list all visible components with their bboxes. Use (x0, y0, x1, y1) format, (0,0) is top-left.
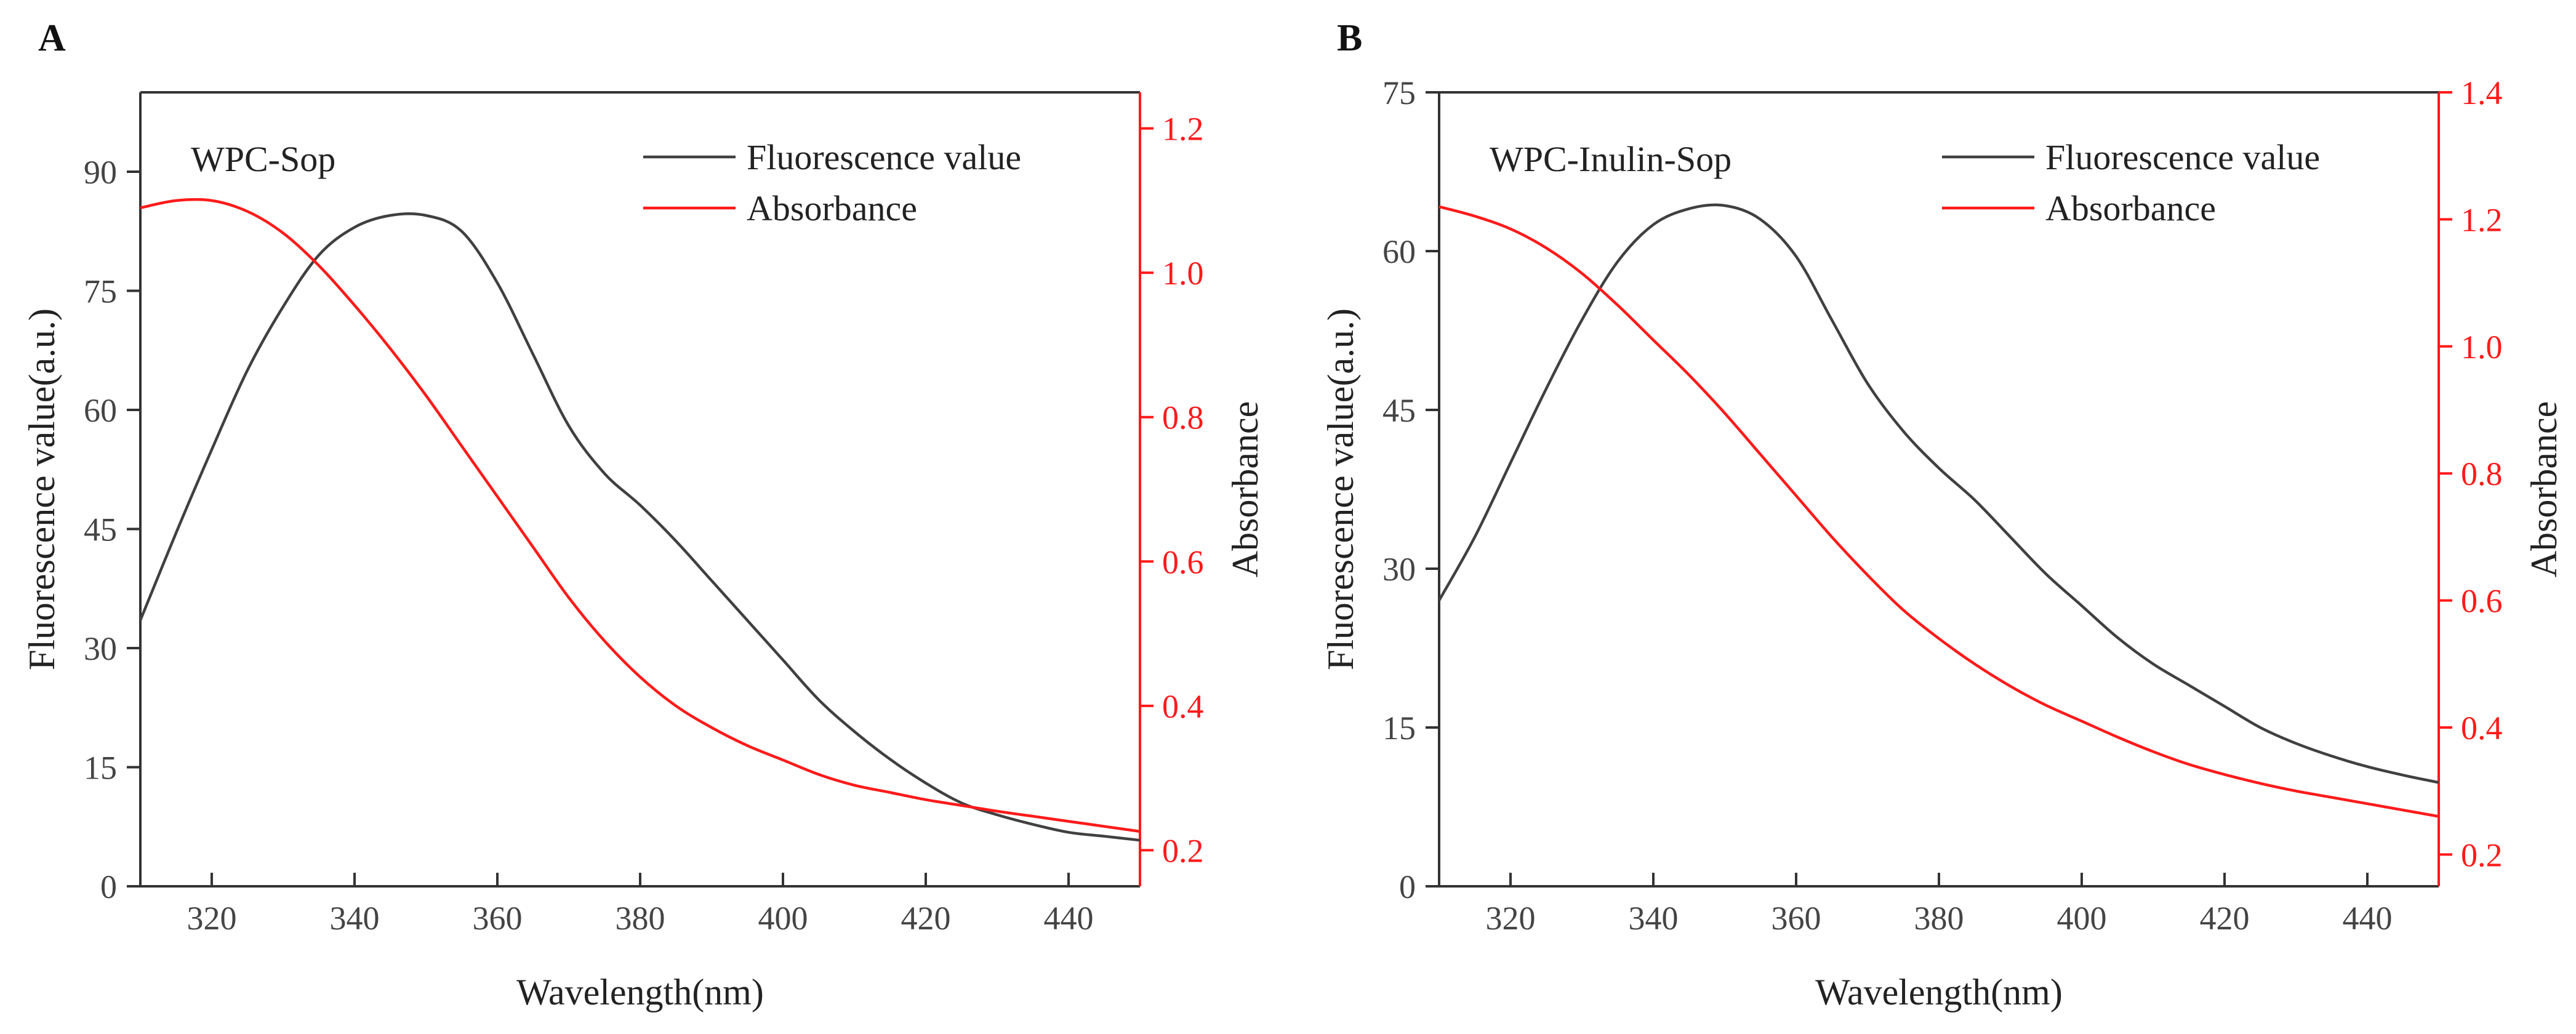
sample-annotation: WPC-Inulin-Sop (1490, 139, 1731, 179)
y-tick-label: 45 (84, 511, 117, 548)
panel-a: A 320 340 360 380 400 420 440 0 15 30 45 60 75 90 0.… (22, 17, 1266, 1012)
y-tick-label: 0 (1399, 868, 1416, 905)
plot-lines (1438, 203, 2439, 818)
y-tick-label: 15 (84, 750, 117, 787)
x-axis-label: Wavelength(nm) (516, 972, 764, 1012)
x-tick-label: 400 (758, 900, 808, 937)
x-tick-label: 440 (2343, 900, 2393, 937)
x-tick-label: 400 (2057, 900, 2107, 937)
legend: Fluorescence value Absorbance (643, 137, 1021, 228)
y-tick-label: 90 (84, 154, 117, 191)
x-ticks: 320 340 360 380 400 420 440 (187, 873, 1094, 937)
absorbance-line (1438, 205, 2439, 818)
y2-tick-label: 0.4 (2461, 710, 2503, 747)
y-tick-label: 75 (1382, 74, 1416, 111)
y2-tick-label: 0.4 (1162, 688, 1204, 725)
y-tick-label: 15 (1382, 710, 1416, 747)
legend-label-absorbance: Absorbance (747, 188, 917, 228)
legend-label-fluorescence: Fluorescence value (747, 137, 1021, 177)
y-tick-label: 30 (1382, 551, 1416, 588)
y2-tick-label: 0.8 (1162, 399, 1204, 436)
y-axis-label: Fluorescence value(a.u.) (1320, 308, 1361, 670)
y2-axis-label: Absorbance (1225, 401, 1266, 578)
x-tick-label: 320 (1486, 900, 1536, 937)
x-axis-label: Wavelength(nm) (1815, 972, 2063, 1012)
y-tick-label: 60 (84, 392, 117, 429)
y2-tick-label: 0.2 (1162, 832, 1204, 869)
x-tick-label: 440 (1044, 900, 1094, 937)
x-tick-label: 360 (1772, 900, 1821, 937)
y2-axis-label: Absorbance (2524, 401, 2564, 578)
y-tick-label: 75 (84, 273, 117, 310)
y-axis-label: Fluorescence value(a.u.) (22, 308, 62, 670)
y2-tick-label: 1.2 (1162, 111, 1204, 148)
fluorescence-line (1438, 203, 2439, 784)
y2-tick-label: 1.2 (2461, 201, 2503, 238)
x-tick-label: 420 (2200, 900, 2250, 937)
panel-label: A (38, 17, 66, 59)
plot-frame (1438, 91, 2440, 888)
legend-label-fluorescence: Fluorescence value (2045, 137, 2320, 177)
sample-annotation: WPC-Sop (191, 139, 335, 179)
y2-tick-label: 0.6 (1162, 543, 1204, 580)
y2-tick-label: 0.2 (2461, 836, 2503, 873)
x-tick-label: 320 (187, 900, 237, 937)
y-tick-label: 60 (1382, 233, 1416, 270)
y2-tick-label: 1.4 (2461, 74, 2503, 111)
x-tick-label: 360 (473, 900, 523, 937)
fluorescence-line (138, 212, 1141, 842)
y2-ticks: 0.2 0.4 0.6 0.8 1.0 1.2 1.4 (2439, 74, 2503, 873)
y2-tick-label: 0.6 (2461, 583, 2503, 620)
y2-tick-label: 1.0 (2461, 329, 2503, 366)
y2-tick-label: 0.8 (2461, 455, 2503, 492)
legend-label-absorbance: Absorbance (2045, 188, 2216, 228)
y-tick-label: 30 (84, 630, 117, 667)
x-tick-label: 420 (901, 900, 951, 937)
plot-lines (138, 198, 1141, 842)
x-tick-label: 340 (330, 900, 380, 937)
y-ticks: 0 15 30 45 60 75 90 (84, 154, 140, 905)
legend: Fluorescence value Absorbance (1942, 137, 2320, 228)
x-tick-label: 380 (616, 900, 665, 937)
panel-label: B (1337, 17, 1362, 59)
y2-ticks: 0.2 0.4 0.6 0.8 1.0 1.2 (1140, 111, 1204, 869)
x-tick-label: 340 (1629, 900, 1679, 937)
y2-tick-label: 1.0 (1162, 255, 1204, 292)
x-ticks: 320 340 360 380 400 420 440 (1486, 873, 2393, 937)
y-ticks: 0 15 30 45 60 75 (1382, 74, 1439, 905)
absorbance-line (140, 198, 1141, 833)
plot-frame (139, 91, 1141, 888)
y-tick-label: 45 (1382, 392, 1416, 429)
x-tick-label: 380 (1914, 900, 1964, 937)
y-tick-label: 0 (100, 868, 117, 905)
